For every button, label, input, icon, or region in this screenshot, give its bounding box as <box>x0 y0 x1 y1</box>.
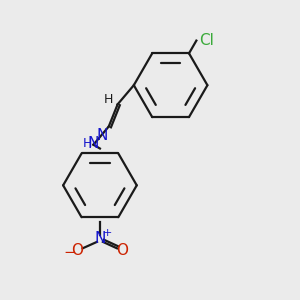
Text: −: − <box>63 245 76 260</box>
Text: N: N <box>95 231 106 246</box>
Text: Cl: Cl <box>199 33 214 48</box>
Text: H: H <box>82 137 92 150</box>
Text: +: + <box>103 228 112 238</box>
Text: H: H <box>103 93 113 106</box>
Text: N: N <box>97 128 108 143</box>
Text: O: O <box>116 243 128 258</box>
Text: N: N <box>88 136 99 151</box>
Text: O: O <box>71 243 83 258</box>
